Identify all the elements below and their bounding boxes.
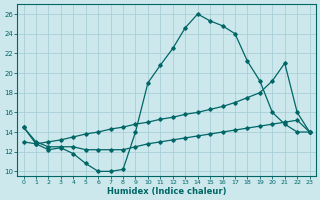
- X-axis label: Humidex (Indice chaleur): Humidex (Indice chaleur): [107, 187, 226, 196]
